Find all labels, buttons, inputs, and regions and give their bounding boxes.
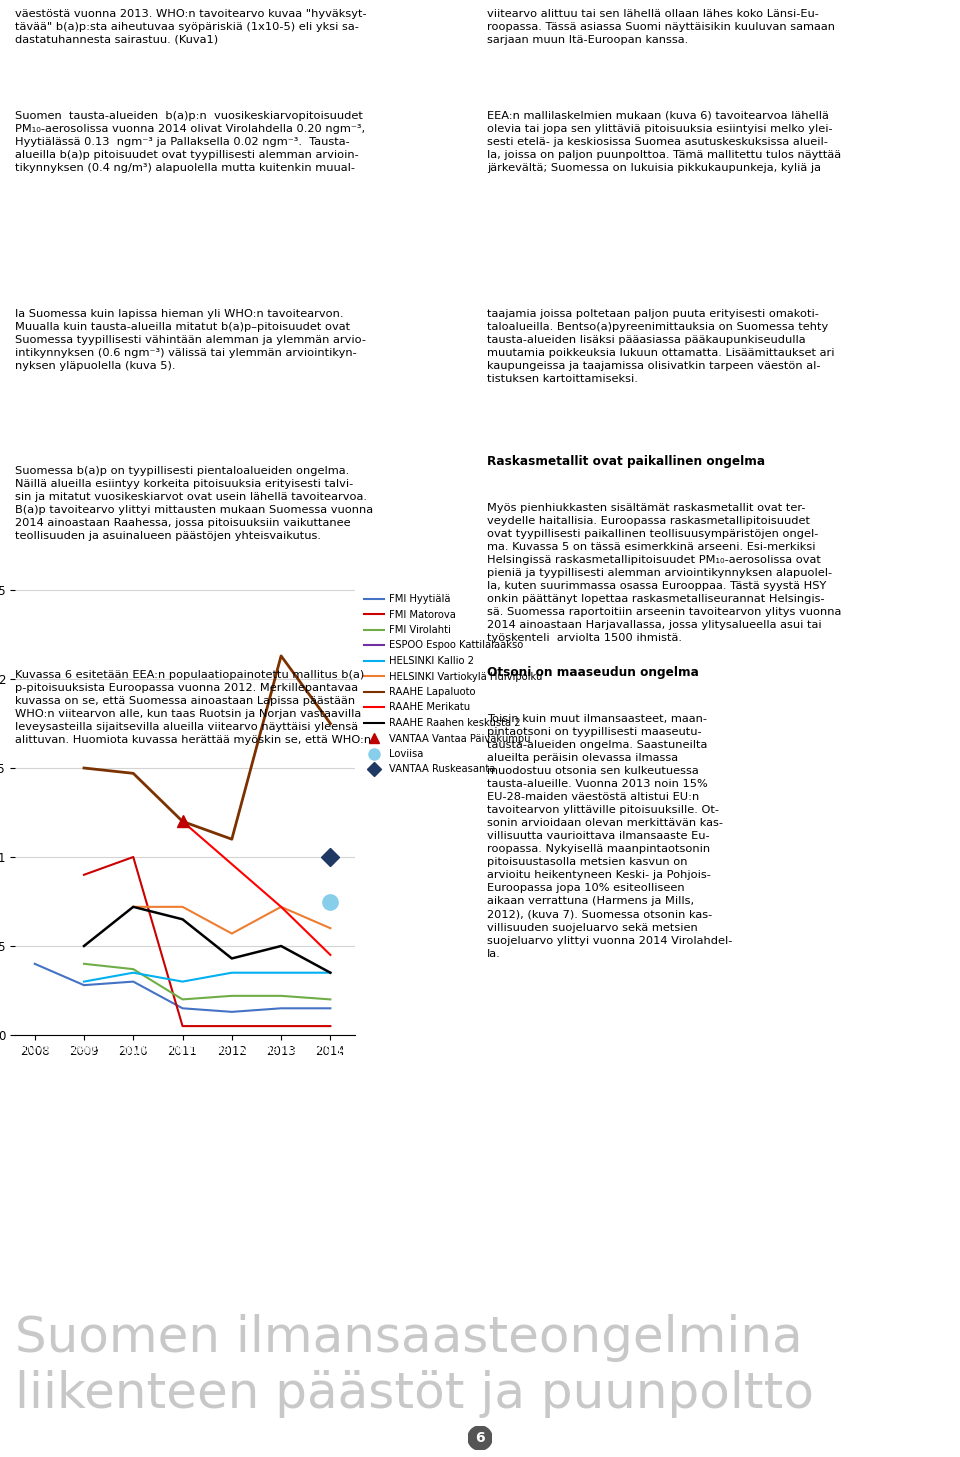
Text: Kuva 5: Bentso(a)pyreenimittaukset Suomessa vuosina 2008-2014.: Kuva 5: Bentso(a)pyreenimittaukset Suome…: [20, 1043, 420, 1056]
Text: Myös pienhiukkasten sisältämät raskasmetallit ovat ter-
veydelle haitallisia. Eu: Myös pienhiukkasten sisältämät raskasmet…: [487, 503, 841, 643]
Text: la Suomessa kuin lapissa hieman yli WHO:n tavoitearvon.
Muualla kuin tausta-alue: la Suomessa kuin lapissa hieman yli WHO:…: [15, 309, 367, 372]
Text: Toisin kuin muut ilmansaasteet, maan-
pintaotsoni on tyypillisesti maaseutu-
tau: Toisin kuin muut ilmansaasteet, maan- pi…: [487, 714, 732, 959]
Text: viitearvo alittuu tai sen lähellä ollaan lähes koko Länsi-Eu-
roopassa. Tässä as: viitearvo alittuu tai sen lähellä ollaan…: [487, 9, 835, 45]
Text: 6: 6: [475, 1431, 485, 1445]
Circle shape: [468, 1426, 492, 1450]
Text: Otsoni on maaseudun ongelma: Otsoni on maaseudun ongelma: [487, 666, 699, 679]
Text: taajamia joissa poltetaan paljon puuta erityisesti omakoti-
taloalueilla. Bentso: taajamia joissa poltetaan paljon puuta e…: [487, 309, 834, 385]
Text: Suomessa b(a)p on tyypillisesti pientaloalueiden ongelma.
Näillä alueilla esiint: Suomessa b(a)p on tyypillisesti pientalo…: [15, 466, 373, 542]
Text: Raskasmetallit ovat paikallinen ongelma: Raskasmetallit ovat paikallinen ongelma: [487, 455, 765, 468]
Text: Kuvassa 6 esitetään EEA:n populaatiopainotettu mallitus b(a)
p-pitoisuuksista Eu: Kuvassa 6 esitetään EEA:n populaatiopain…: [15, 670, 372, 746]
Text: Suomen ilmansaasteongelmina: Suomen ilmansaasteongelmina: [15, 1314, 803, 1362]
Legend: FMI Hyytiälä, FMI Matorova, FMI Virolahti, ESPOO Espoo Kattilalaakso, HELSINKI K: FMI Hyytiälä, FMI Matorova, FMI Virolaht…: [360, 590, 546, 778]
Text: Suomen  tausta-alueiden  b(a)p:n  vuosikeskiarvopitoisuudet
PM₁₀-aerosolissa vuo: Suomen tausta-alueiden b(a)p:n vuosikesk…: [15, 111, 366, 173]
Text: väestöstä vuonna 2013. WHO:n tavoitearvo kuvaa "hyväksyt-
tävää" b(a)p:sta aiheu: väestöstä vuonna 2013. WHO:n tavoitearvo…: [15, 9, 367, 45]
Text: EEA:n mallilaskelmien mukaan (kuva 6) tavoitearvoa lähellä
olevia tai jopa sen y: EEA:n mallilaskelmien mukaan (kuva 6) ta…: [487, 111, 841, 173]
Text: liikenteen päästöt ja puunpoltto: liikenteen päästöt ja puunpoltto: [15, 1370, 814, 1418]
